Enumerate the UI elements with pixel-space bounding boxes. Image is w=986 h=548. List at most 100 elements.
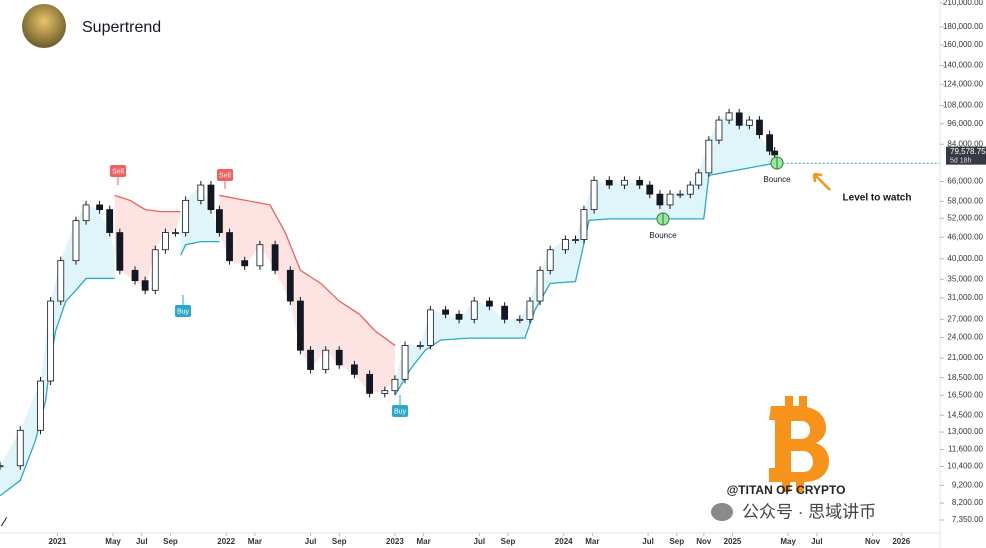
bounce-label: Bounce bbox=[649, 231, 677, 240]
candle bbox=[307, 349, 314, 370]
signal-box bbox=[217, 169, 233, 181]
candle bbox=[151, 249, 159, 291]
y-tick-label: 31,000.00 bbox=[947, 293, 983, 302]
candle bbox=[322, 349, 330, 370]
candle bbox=[72, 220, 80, 262]
price-label: 79,578.75 bbox=[950, 147, 986, 156]
bitcoin-logo-cut bbox=[791, 421, 813, 472]
x-tick-label: Mar bbox=[248, 537, 262, 546]
supertrend-fill bbox=[394, 112, 775, 396]
y-tick-label: 40,000.00 bbox=[947, 254, 983, 263]
y-tick-label: 16,500.00 bbox=[947, 390, 983, 399]
level-arrow bbox=[812, 172, 831, 191]
x-tick-label: Jul bbox=[474, 537, 486, 546]
signal-label: Sell bbox=[112, 168, 124, 175]
signal-label: Buy bbox=[394, 408, 407, 415]
candle bbox=[536, 269, 544, 302]
x-tick-label: Jul bbox=[305, 537, 317, 546]
x-tick-label: May bbox=[105, 537, 121, 546]
signal-box bbox=[392, 405, 408, 417]
y-tick-label: 13,000.00 bbox=[947, 427, 983, 436]
y-tick-label: 84,000.00 bbox=[947, 139, 983, 148]
candle bbox=[676, 193, 684, 196]
candle bbox=[686, 184, 694, 195]
y-tick-label: 7,350.00 bbox=[952, 515, 984, 524]
candle bbox=[756, 119, 763, 136]
plot-area bbox=[0, 108, 940, 497]
bounce-label: Bounce bbox=[763, 175, 791, 184]
supertrend-line bbox=[114, 194, 181, 213]
y-tick-label: 180,000.00 bbox=[943, 22, 984, 31]
candle bbox=[271, 244, 279, 271]
candle bbox=[82, 204, 90, 222]
y-tick-label: 66,000.00 bbox=[947, 177, 983, 186]
y-tick-label: 58,000.00 bbox=[947, 197, 983, 206]
price-tag bbox=[946, 146, 986, 165]
candle bbox=[636, 179, 644, 186]
candle bbox=[286, 269, 294, 302]
y-tick-label: 14,500.00 bbox=[947, 410, 983, 419]
x-tick-label: 2021 bbox=[48, 537, 66, 546]
x-tick-label: 2026 bbox=[892, 537, 910, 546]
candle bbox=[96, 204, 103, 211]
supertrend-line bbox=[180, 240, 220, 256]
signal-box bbox=[110, 165, 126, 177]
candle bbox=[401, 345, 409, 380]
candle bbox=[297, 300, 304, 351]
x-tick-label: 2023 bbox=[386, 537, 404, 546]
candle bbox=[590, 179, 598, 211]
x-tick-label: Sep bbox=[669, 537, 684, 546]
candle bbox=[256, 244, 264, 267]
candle bbox=[526, 300, 534, 320]
x-tick-label: May bbox=[780, 537, 796, 546]
candle bbox=[57, 260, 65, 302]
candle bbox=[745, 119, 753, 126]
candle bbox=[172, 232, 179, 234]
y-tick-label: 210,000.00 bbox=[943, 0, 984, 7]
candle bbox=[391, 378, 399, 392]
supertrend-fill bbox=[180, 185, 220, 256]
watermark: @TITAN OF CRYPTO bbox=[727, 483, 846, 497]
level-label: Level to watch bbox=[843, 193, 912, 204]
y-tick-label: 24,000.00 bbox=[947, 333, 983, 342]
candle bbox=[47, 300, 55, 382]
supertrend-fill bbox=[0, 204, 115, 496]
candle bbox=[116, 232, 124, 271]
y-tick-label: 160,000.00 bbox=[943, 40, 984, 49]
candle bbox=[605, 179, 613, 186]
candle bbox=[725, 112, 733, 121]
candle bbox=[470, 300, 478, 320]
y-tick-label: 10,400.00 bbox=[947, 462, 983, 471]
candle bbox=[705, 139, 713, 174]
x-tick-label: Mar bbox=[417, 537, 431, 546]
x-tick-label: Jul bbox=[811, 537, 823, 546]
candle bbox=[501, 305, 509, 320]
supertrend-line bbox=[219, 194, 396, 346]
channel-name: 公众号 · 思域讲币 bbox=[742, 502, 876, 521]
candle bbox=[197, 184, 205, 201]
bitcoin-logo bbox=[769, 396, 829, 492]
candle bbox=[416, 345, 424, 347]
candle bbox=[572, 239, 579, 241]
candle bbox=[182, 199, 190, 233]
candle bbox=[546, 249, 554, 271]
candle bbox=[646, 184, 654, 195]
x-tick-label: 2024 bbox=[555, 537, 573, 546]
candle bbox=[335, 349, 343, 366]
candle bbox=[766, 134, 774, 152]
candle bbox=[695, 172, 703, 186]
candle bbox=[381, 390, 389, 394]
candle bbox=[241, 260, 249, 267]
candle bbox=[216, 209, 223, 233]
supertrend-fill bbox=[114, 195, 181, 291]
x-tick-label: Mar bbox=[585, 537, 599, 546]
x-tick-label: Jul bbox=[136, 537, 148, 546]
candle bbox=[106, 209, 114, 233]
candle bbox=[0, 465, 4, 468]
candle bbox=[580, 209, 588, 240]
candle bbox=[226, 232, 233, 262]
x-tick-label: Nov bbox=[696, 537, 712, 546]
chart-title: Supertrend bbox=[82, 19, 161, 36]
candle bbox=[486, 300, 493, 307]
y-tick-label: 52,000.00 bbox=[947, 213, 983, 222]
